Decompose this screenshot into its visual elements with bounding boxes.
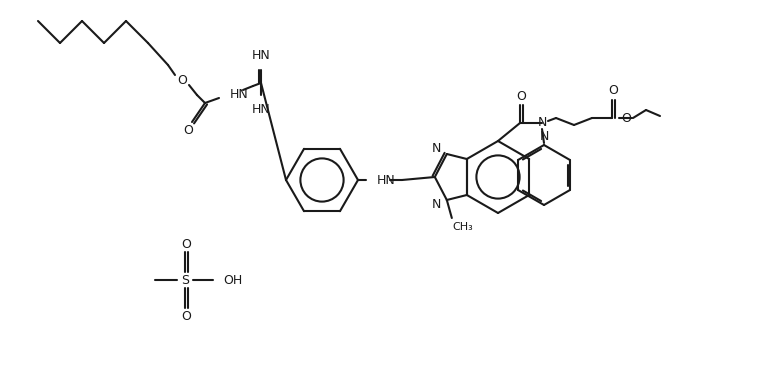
Text: O: O xyxy=(608,84,618,98)
Text: O: O xyxy=(516,90,526,102)
Text: HN: HN xyxy=(377,174,396,186)
Text: CH₃: CH₃ xyxy=(453,222,474,232)
Text: O: O xyxy=(183,123,193,136)
Text: S: S xyxy=(181,273,189,286)
Text: O: O xyxy=(181,309,191,322)
Text: N: N xyxy=(540,130,549,144)
Text: O: O xyxy=(177,74,187,87)
Text: O: O xyxy=(181,237,191,250)
Text: HN: HN xyxy=(252,49,271,62)
Text: HN: HN xyxy=(230,87,249,100)
Text: O: O xyxy=(621,111,631,125)
Text: N: N xyxy=(432,198,441,211)
Text: N: N xyxy=(432,142,441,156)
Text: HN: HN xyxy=(252,103,271,116)
Text: OH: OH xyxy=(223,273,242,286)
Text: N: N xyxy=(537,117,547,129)
